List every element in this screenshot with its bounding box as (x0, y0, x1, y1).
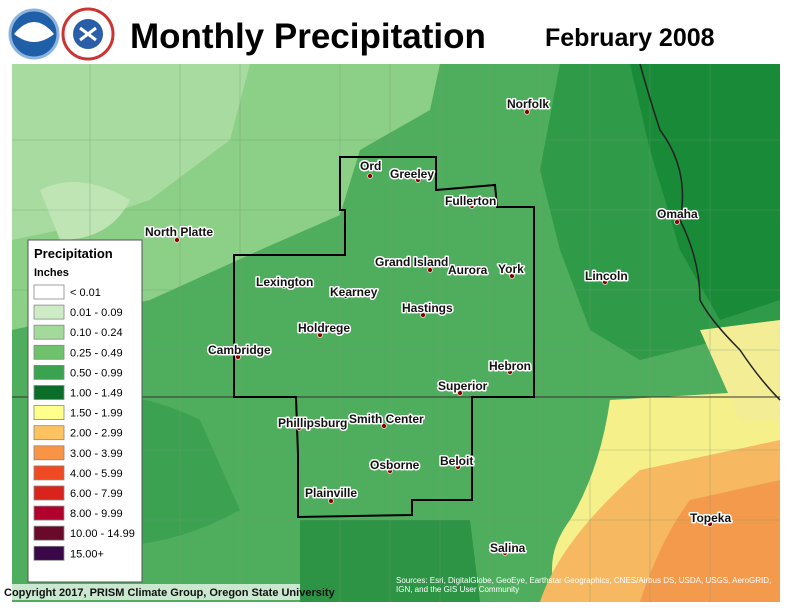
legend-label: 0.10 - 0.24 (70, 327, 123, 339)
attribution: Sources: Esri, DigitalGlobe, GeoEye, Ear… (396, 576, 772, 594)
city-marker (427, 267, 433, 273)
city-marker (328, 498, 334, 504)
legend-label: 0.01 - 0.09 (70, 307, 123, 319)
city-label: Salina (490, 541, 526, 555)
city-label: Fullerton (445, 194, 496, 208)
city-marker (367, 173, 373, 179)
city-marker (296, 425, 302, 431)
city-marker (507, 369, 513, 375)
city-label: Aurora (448, 263, 488, 277)
city-marker (524, 109, 530, 115)
city-marker (469, 203, 475, 209)
city-label: Hastings (402, 301, 453, 315)
city-label: Lincoln (585, 269, 628, 283)
legend-label: 6.00 - 7.99 (70, 488, 123, 500)
city-label: Greeley (390, 167, 434, 181)
city-marker (387, 468, 393, 474)
legend: Precipitation Inches < 0.01 0.01 - 0.09 0.… (27, 239, 143, 583)
city-label: Ord (360, 159, 381, 173)
legend-label: 4.00 - 5.99 (70, 468, 123, 480)
legend-swatch (33, 364, 65, 380)
legend-label: 2.00 - 2.99 (70, 428, 123, 440)
city-label: Plainville (305, 486, 357, 500)
legend-swatch (33, 425, 65, 441)
legend-label: 10.00 - 14.99 (70, 528, 135, 540)
legend-swatch (33, 344, 65, 360)
city-marker (457, 390, 463, 396)
city-marker (317, 332, 323, 338)
city-marker (415, 177, 421, 183)
attribution-box: Sources: Esri, DigitalGlobe, GeoEye, Ear… (396, 576, 772, 594)
city-label: Cambridge (208, 343, 271, 357)
city-label: North Platte (145, 225, 213, 239)
title: Monthly Precipitation (130, 17, 486, 56)
legend-swatch (33, 465, 65, 481)
city-label: Holdrege (298, 321, 350, 335)
legend-swatch (33, 505, 65, 521)
legend-label: 0.25 - 0.49 (70, 347, 123, 359)
legend-label: 15.00+ (70, 548, 104, 560)
legend-swatch (33, 525, 65, 541)
city-marker (455, 464, 461, 470)
legend-swatch (33, 304, 65, 320)
city-label: Phillipsburg (278, 416, 347, 430)
city-label: Norfolk (507, 97, 549, 111)
legend-swatch (33, 545, 65, 561)
city-label: Topeka (690, 511, 731, 525)
city-marker (174, 237, 180, 243)
legend-swatch (33, 385, 65, 400)
legend-swatch (33, 405, 65, 421)
legend-title: Precipitation (34, 246, 113, 261)
city-label: Smith Center (349, 412, 424, 426)
city-marker (420, 312, 426, 318)
forecast-area-boundary (233, 156, 535, 519)
legend-label: 1.50 - 1.99 (70, 408, 123, 420)
legend-swatch (33, 445, 65, 461)
legend-swatch (33, 284, 65, 300)
city-marker (602, 279, 608, 285)
city-marker (707, 521, 713, 527)
city-marker (509, 273, 515, 279)
legend-label: 8.00 - 9.99 (70, 508, 123, 520)
city-marker (381, 423, 387, 429)
city-label: Omaha (657, 207, 698, 221)
legend-units: Inches (34, 267, 69, 279)
city-marker (343, 293, 349, 299)
legend-label: 0.50 - 0.99 (70, 367, 123, 379)
legend-label: < 0.01 (70, 287, 101, 299)
cities: Norfolk North Platte Ord Greeley Fullerton Om… (144, 96, 733, 557)
city-label: Lexington (256, 275, 313, 289)
city-label: Grand Island (375, 255, 448, 269)
legend-swatch (33, 485, 65, 501)
city-marker (235, 354, 241, 360)
city-label: Superior (438, 379, 488, 393)
legend-swatch (33, 324, 65, 340)
city-marker (502, 550, 508, 556)
copyright: Copyright 2017, PRISM Climate Group, Ore… (4, 587, 336, 599)
legend-label: 1.00 - 1.49 (70, 388, 123, 400)
city-marker (459, 269, 465, 275)
city-label: York (498, 262, 524, 276)
city-label: Kearney (330, 285, 378, 299)
city-marker (674, 219, 680, 225)
city-label: Osborne (370, 458, 420, 472)
city-marker (281, 283, 287, 289)
legend-label: 3.00 - 3.99 (70, 448, 123, 460)
city-label: Beloit (440, 454, 473, 468)
city-label: Hebron (489, 359, 531, 373)
date: February 2008 (545, 24, 715, 52)
